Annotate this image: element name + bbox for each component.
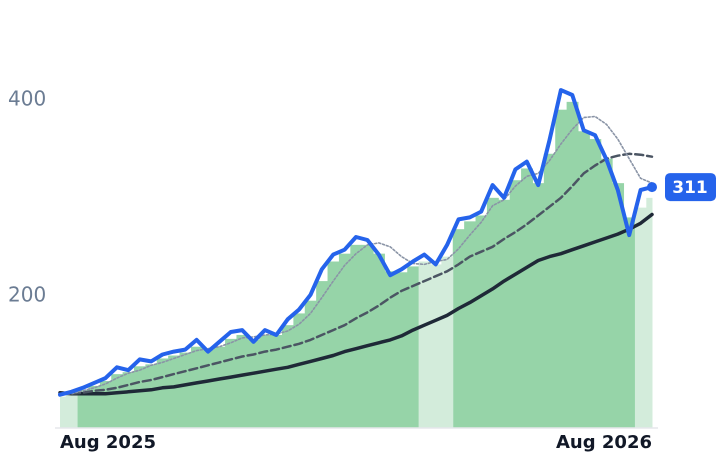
bar [247, 339, 260, 428]
bar [99, 380, 112, 428]
bar [156, 358, 169, 428]
bar [122, 372, 135, 428]
bar [259, 334, 272, 428]
bar [509, 180, 522, 428]
bar [623, 217, 636, 428]
bar [646, 197, 653, 428]
bar [373, 253, 385, 428]
bar [327, 261, 340, 428]
bar [384, 271, 397, 428]
bar [168, 355, 181, 428]
last-value-label: 311 [672, 178, 708, 198]
bar [350, 244, 363, 428]
bar [361, 244, 374, 428]
x-tick-label: Aug 2025 [60, 432, 156, 453]
line-solid [58, 212, 654, 396]
bar [293, 313, 306, 428]
bar [270, 334, 283, 428]
bar [395, 272, 408, 428]
bar [464, 221, 477, 428]
y-tick-label: 200 [8, 282, 46, 306]
bar [475, 215, 488, 428]
line-price [58, 88, 654, 397]
bar [407, 266, 420, 428]
bar [60, 396, 67, 428]
x-tick-label: Aug 2026 [556, 432, 652, 453]
bar [441, 256, 454, 428]
badge [665, 173, 716, 202]
bar [145, 364, 158, 428]
bar [65, 393, 78, 428]
bar [521, 168, 533, 428]
bar [179, 352, 192, 428]
bar [190, 346, 203, 428]
bar [338, 253, 351, 428]
bar [77, 389, 89, 428]
bar [589, 139, 602, 429]
bar [418, 261, 431, 428]
bar [566, 101, 579, 428]
bar [555, 109, 568, 429]
bar [111, 374, 124, 428]
bar [543, 153, 556, 428]
bar [578, 131, 590, 428]
bar [88, 385, 101, 428]
bar [486, 197, 499, 428]
bar [452, 229, 465, 428]
bar [498, 199, 511, 428]
bar [430, 264, 442, 428]
bar [532, 183, 545, 428]
bar [225, 338, 237, 428]
bar [304, 300, 317, 428]
bar [600, 158, 613, 428]
bar [634, 207, 647, 428]
line-dashed [58, 152, 654, 395]
bar [213, 346, 226, 428]
bar [236, 334, 249, 428]
bar [282, 325, 294, 428]
bar [202, 349, 215, 428]
last-point [647, 182, 657, 193]
bar [134, 366, 146, 428]
bar [316, 281, 329, 428]
y-tick-label: 400 [8, 86, 46, 110]
bar [612, 183, 625, 428]
line-dotted [59, 115, 653, 396]
